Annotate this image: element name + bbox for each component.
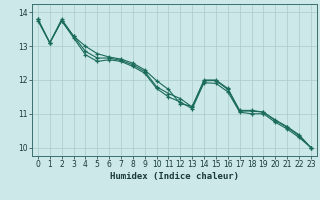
X-axis label: Humidex (Indice chaleur): Humidex (Indice chaleur) [110,172,239,181]
